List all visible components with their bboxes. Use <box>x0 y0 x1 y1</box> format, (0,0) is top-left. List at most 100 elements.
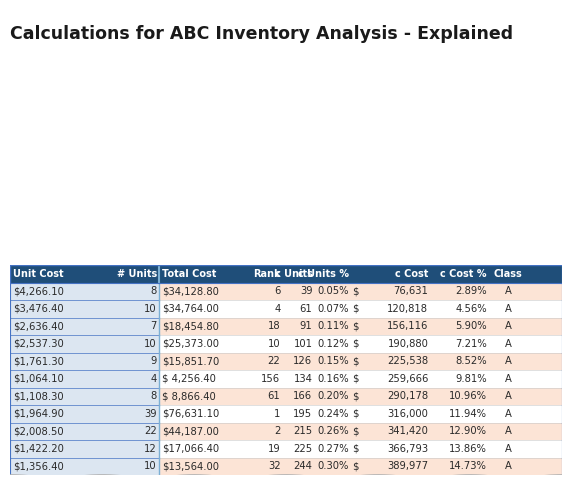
Text: $1,356.40: $1,356.40 <box>13 461 64 471</box>
Text: 126: 126 <box>293 356 312 366</box>
Text: 244: 244 <box>293 461 312 471</box>
Text: 22: 22 <box>144 426 157 436</box>
Text: 0.12%: 0.12% <box>317 339 349 349</box>
Text: 120,818: 120,818 <box>387 304 428 314</box>
Bar <box>10 370 159 388</box>
Text: 39: 39 <box>144 409 157 419</box>
Bar <box>10 282 159 300</box>
Text: 195: 195 <box>293 409 312 419</box>
Bar <box>10 265 562 282</box>
Text: A: A <box>505 304 512 314</box>
Text: $1,761.30: $1,761.30 <box>13 356 64 366</box>
Text: 0.24%: 0.24% <box>317 409 349 419</box>
Bar <box>159 458 562 475</box>
Text: c Units: c Units <box>275 269 312 279</box>
Bar <box>159 300 562 318</box>
Text: 22: 22 <box>268 356 280 366</box>
Text: Class: Class <box>494 269 523 279</box>
Text: Total Cost: Total Cost <box>162 269 216 279</box>
Text: 190,880: 190,880 <box>387 339 428 349</box>
Bar <box>10 335 159 352</box>
Text: 61: 61 <box>300 304 312 314</box>
Bar <box>159 352 562 370</box>
Bar <box>159 422 562 440</box>
Bar <box>159 405 562 422</box>
Text: 11.94%: 11.94% <box>448 409 487 419</box>
Text: $: $ <box>352 409 359 419</box>
Text: $2,008.50: $2,008.50 <box>13 426 63 436</box>
Text: A: A <box>505 356 512 366</box>
Text: Rank: Rank <box>253 269 280 279</box>
Bar <box>10 422 159 440</box>
Text: 91: 91 <box>300 322 312 332</box>
Text: $1,964.90: $1,964.90 <box>13 409 64 419</box>
Text: 18: 18 <box>268 322 280 332</box>
Bar <box>159 370 562 388</box>
Bar <box>10 388 159 405</box>
Text: 0.30%: 0.30% <box>317 461 349 471</box>
Text: $: $ <box>352 374 359 384</box>
Text: $1,422.20: $1,422.20 <box>13 444 64 454</box>
Text: 10: 10 <box>268 339 280 349</box>
Text: $44,187.00: $44,187.00 <box>162 426 219 436</box>
Text: $17,066.40: $17,066.40 <box>162 444 219 454</box>
Text: # Units: # Units <box>117 269 157 279</box>
Text: 225: 225 <box>293 444 312 454</box>
Text: 316,000: 316,000 <box>387 409 428 419</box>
Text: $34,764.00: $34,764.00 <box>162 304 219 314</box>
Text: $: $ <box>352 426 359 436</box>
Text: 0.15%: 0.15% <box>317 356 349 366</box>
Text: 4: 4 <box>274 304 280 314</box>
Text: A: A <box>505 409 512 419</box>
Text: 4: 4 <box>150 374 157 384</box>
Text: 10: 10 <box>144 461 157 471</box>
Text: 32: 32 <box>268 461 280 471</box>
Text: $18,454.80: $18,454.80 <box>162 322 219 332</box>
Text: 4.56%: 4.56% <box>455 304 487 314</box>
Text: 8.52%: 8.52% <box>455 356 487 366</box>
Bar <box>10 405 159 422</box>
Text: 9: 9 <box>150 356 157 366</box>
Text: 0.11%: 0.11% <box>317 322 349 332</box>
Text: $25,373.00: $25,373.00 <box>162 339 219 349</box>
Text: $1,108.30: $1,108.30 <box>13 391 63 401</box>
Text: A: A <box>505 286 512 296</box>
Text: 389,977: 389,977 <box>387 461 428 471</box>
Text: $: $ <box>352 286 359 296</box>
Text: 0.26%: 0.26% <box>317 426 349 436</box>
Text: Calculations for ABC Inventory Analysis - Explained: Calculations for ABC Inventory Analysis … <box>10 25 514 43</box>
Text: A: A <box>505 426 512 436</box>
Text: A: A <box>505 322 512 332</box>
Bar <box>10 458 159 475</box>
Text: 1: 1 <box>274 409 280 419</box>
Text: 101: 101 <box>293 339 312 349</box>
Text: 0.20%: 0.20% <box>317 391 349 401</box>
Text: $2,636.40: $2,636.40 <box>13 322 64 332</box>
Text: 156: 156 <box>261 374 280 384</box>
Text: 215: 215 <box>293 426 312 436</box>
Text: $: $ <box>352 356 359 366</box>
Bar <box>10 352 159 370</box>
Text: 2.89%: 2.89% <box>455 286 487 296</box>
Text: 14.73%: 14.73% <box>449 461 487 471</box>
Bar <box>159 318 562 335</box>
Text: $3,476.40: $3,476.40 <box>13 304 63 314</box>
Text: 10.96%: 10.96% <box>448 391 487 401</box>
Text: $: $ <box>352 339 359 349</box>
Text: 39: 39 <box>300 286 312 296</box>
Text: $1,064.10: $1,064.10 <box>13 374 64 384</box>
Text: 156,116: 156,116 <box>387 322 428 332</box>
Text: $ 4,256.40: $ 4,256.40 <box>162 374 216 384</box>
Text: $ 8,866.40: $ 8,866.40 <box>162 391 216 401</box>
Text: 12: 12 <box>144 444 157 454</box>
Text: $2,537.30: $2,537.30 <box>13 339 64 349</box>
Text: 259,666: 259,666 <box>387 374 428 384</box>
Text: 5.90%: 5.90% <box>455 322 487 332</box>
Text: 12.90%: 12.90% <box>448 426 487 436</box>
Text: A: A <box>505 461 512 471</box>
Text: 0.07%: 0.07% <box>317 304 349 314</box>
Text: $4,266.10: $4,266.10 <box>13 286 64 296</box>
Bar <box>159 388 562 405</box>
Text: 290,178: 290,178 <box>387 391 428 401</box>
Text: c Cost: c Cost <box>395 269 428 279</box>
